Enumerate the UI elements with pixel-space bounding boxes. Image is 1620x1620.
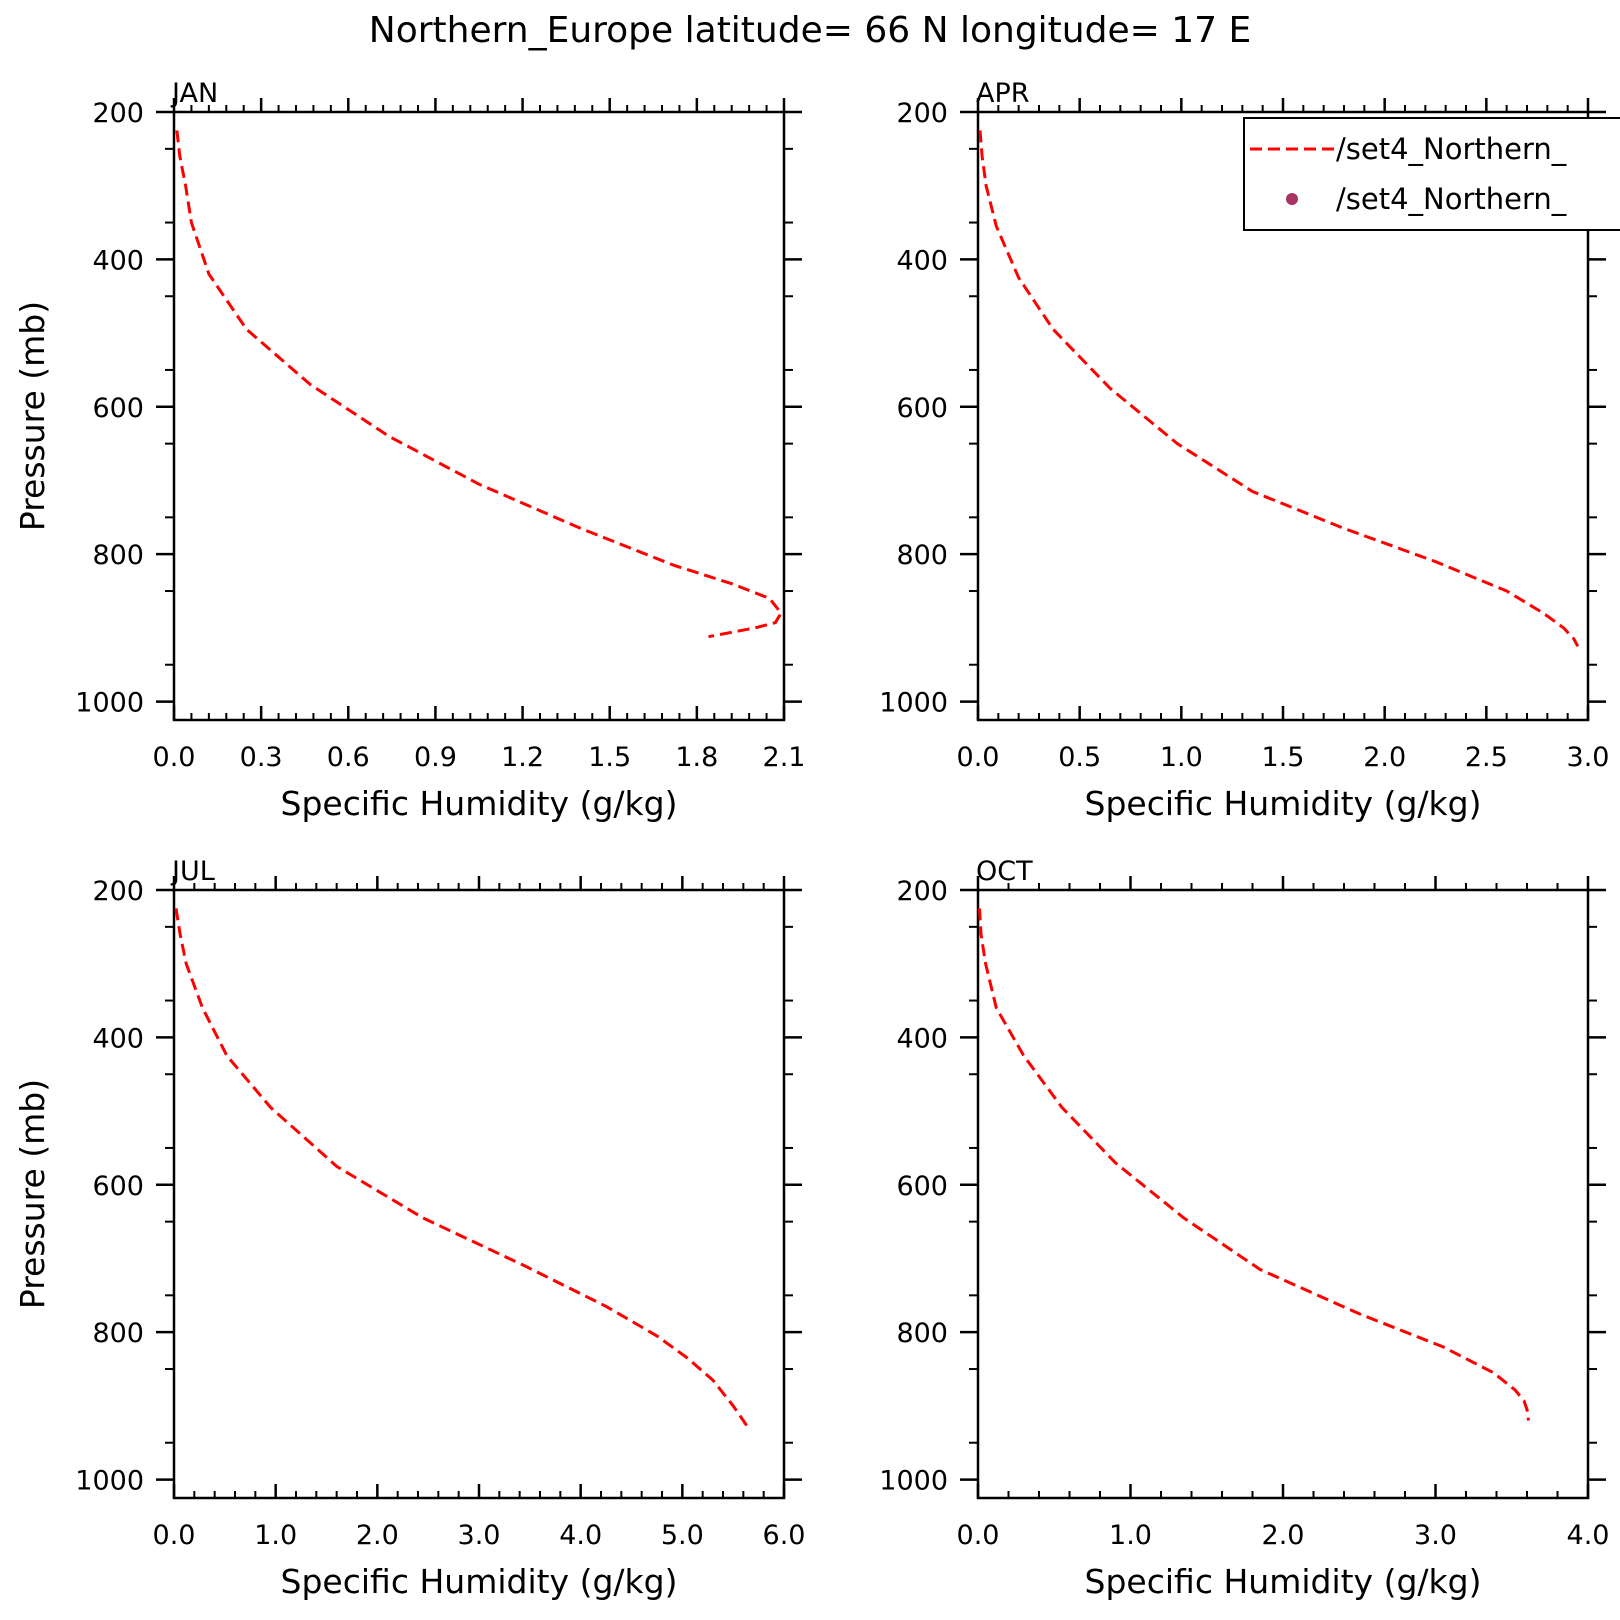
x-tick-label: 4.0 <box>1567 1520 1610 1551</box>
series-line-apr <box>978 130 1580 648</box>
figure-title: Northern_Europe latitude= 66 N longitude… <box>369 10 1251 51</box>
x-tick-label: 2.0 <box>1363 742 1406 773</box>
y-tick-label: 200 <box>896 98 948 129</box>
y-tick-label: 1000 <box>879 1466 948 1497</box>
x-axis-label-oct: Specific Humidity (g/kg) <box>1085 1562 1482 1601</box>
x-tick-label: 0.0 <box>957 742 1000 773</box>
y-tick-label: 800 <box>92 540 144 571</box>
x-axis-label-jul: Specific Humidity (g/kg) <box>281 1562 678 1601</box>
x-tick-label: 1.0 <box>1160 742 1203 773</box>
legend: /set4_Northern_ /set4_Northern_ <box>1243 117 1620 231</box>
y-tick-label: 600 <box>896 1171 948 1202</box>
y-tick-label: 200 <box>896 876 948 907</box>
y-tick-label: 200 <box>92 876 144 907</box>
plot-frame-oct <box>976 888 1590 1500</box>
y-tick-label: 800 <box>896 540 948 571</box>
x-tick-label: 2.0 <box>1262 1520 1305 1551</box>
x-tick-label: 0.0 <box>153 742 196 773</box>
panel-label-jul: JUL <box>170 856 215 887</box>
y-tick-label: 400 <box>92 1023 144 1054</box>
y-tick-label: 1000 <box>75 1466 144 1497</box>
x-tick-label: 3.0 <box>1567 742 1610 773</box>
y-tick-label: 400 <box>896 1023 948 1054</box>
x-tick-label: 6.0 <box>763 1520 806 1551</box>
y-tick-label: 800 <box>92 1318 144 1349</box>
panel-jan: JAN 0.0 0.3 0.6 0.9 1.2 1.5 1.8 2.1 200 400 600 800 1… <box>13 78 805 823</box>
y-tick-label: 400 <box>896 245 948 276</box>
x-tick-label: 1.0 <box>1109 1520 1152 1551</box>
x-tick-label: 1.8 <box>675 742 718 773</box>
x-tick-label: 5.0 <box>661 1520 704 1551</box>
y-tick-label: 1000 <box>75 688 144 719</box>
y-tick-label: 600 <box>92 393 144 424</box>
x-tick-label: 3.0 <box>458 1520 501 1551</box>
x-tick-label: 1.5 <box>588 742 631 773</box>
y-tick-label: 1000 <box>879 688 948 719</box>
panel-label-jan: JAN <box>170 78 218 109</box>
panel-jul: JUL 0.0 1.0 2.0 3.0 4.0 5.0 6.0 200 400 600 800 1000… <box>13 856 805 1601</box>
y-axis-label-jan: Pressure (mb) <box>13 301 52 531</box>
x-tick-label: 0.5 <box>1058 742 1101 773</box>
legend-entry-1: /set4_Northern_ <box>1336 132 1567 166</box>
x-tick-label: 0.9 <box>414 742 457 773</box>
series-line-oct <box>978 908 1530 1421</box>
y-tick-label: 400 <box>92 245 144 276</box>
x-tick-label: 2.1 <box>763 742 806 773</box>
plot-frame-jan <box>172 110 786 722</box>
panels: JAN 0.0 0.3 0.6 0.9 1.2 1.5 1.8 2.1 200 400 600 800 1… <box>13 78 1609 1601</box>
x-tick-label: 1.5 <box>1262 742 1305 773</box>
x-tick-label: 0.6 <box>327 742 370 773</box>
plot-frame-jul <box>172 888 786 1500</box>
x-axis-label-apr: Specific Humidity (g/kg) <box>1085 784 1482 823</box>
series-line-jan <box>175 130 783 639</box>
legend-box <box>1243 117 1620 231</box>
y-tick-label: 200 <box>92 98 144 129</box>
legend-dot-swatch <box>1286 193 1298 205</box>
legend-entry-2: /set4_Northern_ <box>1336 182 1567 216</box>
x-tick-label: 0.3 <box>240 742 283 773</box>
y-axis-label-jul: Pressure (mb) <box>13 1079 52 1309</box>
x-axis-label-jan: Specific Humidity (g/kg) <box>281 784 678 823</box>
panel-apr: APR 0.0 0.5 1.0 1.5 2.0 2.5 3.0 200 400 600 800 1000… <box>879 78 1609 823</box>
x-tick-label: 3.0 <box>1414 1520 1457 1551</box>
panel-label-oct: OCT <box>976 856 1033 887</box>
panel-label-apr: APR <box>976 78 1030 109</box>
x-tick-label: 2.0 <box>356 1520 399 1551</box>
x-tick-label: 1.0 <box>254 1520 297 1551</box>
panel-oct: OCT 0.0 1.0 2.0 3.0 4.0 200 400 600 800 1000 Specif… <box>879 856 1609 1601</box>
y-tick-label: 600 <box>896 393 948 424</box>
x-tick-label: 1.2 <box>501 742 544 773</box>
x-tick-label: 0.0 <box>153 1520 196 1551</box>
x-tick-label: 2.5 <box>1465 742 1508 773</box>
x-tick-label: 4.0 <box>559 1520 602 1551</box>
x-tick-label: 0.0 <box>957 1520 1000 1551</box>
y-tick-label: 800 <box>896 1318 948 1349</box>
series-line-jul <box>174 908 750 1429</box>
y-tick-label: 600 <box>92 1171 144 1202</box>
